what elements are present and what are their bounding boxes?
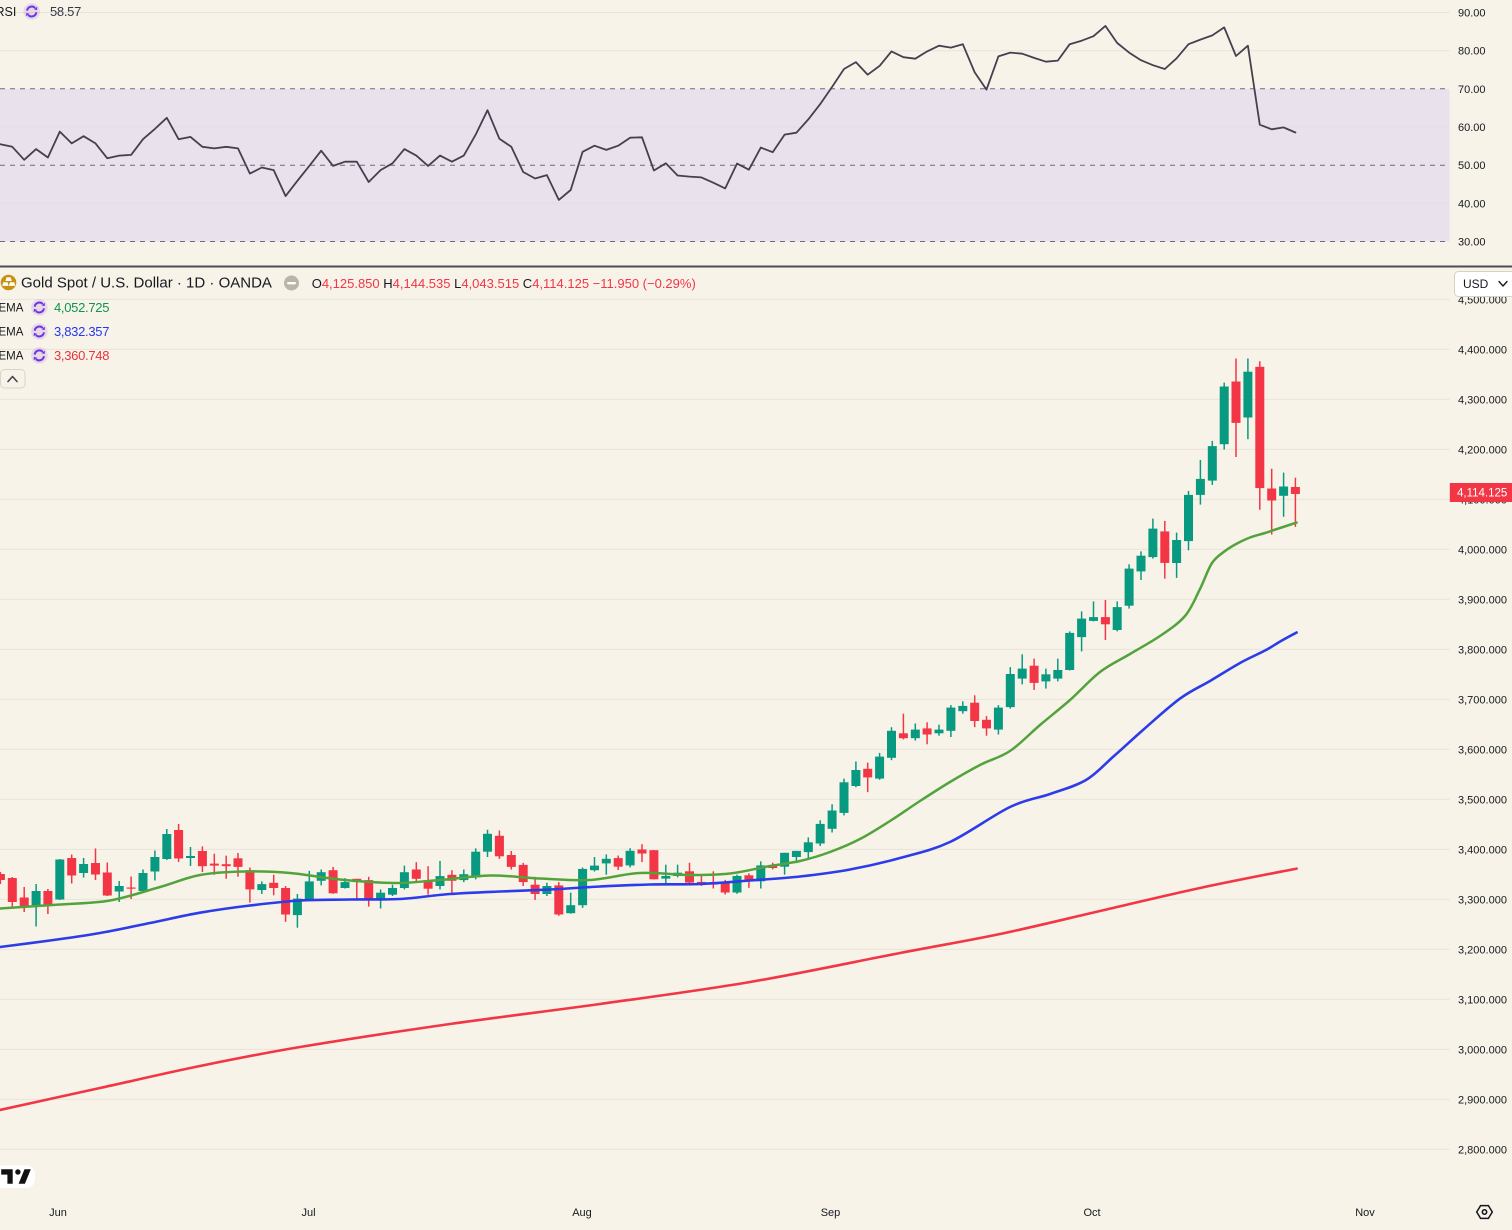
svg-text:4,200.000: 4,200.000 bbox=[1458, 444, 1507, 456]
svg-text:58.57: 58.57 bbox=[50, 4, 81, 19]
svg-text:Oct: Oct bbox=[1083, 1207, 1100, 1219]
svg-text:O4,125.850 H4,144.535 L4,043.5: O4,125.850 H4,144.535 L4,043.515 C4,114.… bbox=[312, 276, 696, 291]
svg-text:4,400.000: 4,400.000 bbox=[1458, 344, 1507, 356]
svg-text:2,900.000: 2,900.000 bbox=[1458, 1094, 1507, 1106]
svg-text:EMA: EMA bbox=[0, 303, 24, 315]
svg-text:Jun: Jun bbox=[49, 1207, 67, 1219]
svg-text:RSI: RSI bbox=[0, 5, 16, 19]
svg-text:Gold Spot / U.S. Dollar · 1D ·: Gold Spot / U.S. Dollar · 1D · OANDA bbox=[21, 275, 272, 292]
svg-text:Nov: Nov bbox=[1355, 1207, 1375, 1219]
svg-text:90.00: 90.00 bbox=[1458, 8, 1486, 20]
svg-text:Aug: Aug bbox=[572, 1207, 592, 1219]
svg-text:3,800.000: 3,800.000 bbox=[1458, 644, 1507, 656]
svg-text:3,600.000: 3,600.000 bbox=[1458, 744, 1507, 756]
svg-text:3,000.000: 3,000.000 bbox=[1458, 1044, 1507, 1056]
svg-text:50.00: 50.00 bbox=[1458, 160, 1486, 172]
svg-text:3,360.748: 3,360.748 bbox=[54, 348, 109, 363]
svg-text:40.00: 40.00 bbox=[1458, 198, 1486, 210]
svg-text:Sep: Sep bbox=[821, 1207, 841, 1219]
svg-text:EMA: EMA bbox=[0, 327, 24, 339]
svg-text:3,500.000: 3,500.000 bbox=[1458, 794, 1507, 806]
svg-text:3,400.000: 3,400.000 bbox=[1458, 844, 1507, 856]
svg-text:2,800.000: 2,800.000 bbox=[1458, 1144, 1507, 1156]
svg-text:Jul: Jul bbox=[301, 1207, 315, 1219]
svg-text:4,052.725: 4,052.725 bbox=[54, 300, 109, 315]
svg-text:3,900.000: 3,900.000 bbox=[1458, 594, 1507, 606]
svg-text:3,832.357: 3,832.357 bbox=[54, 324, 109, 339]
svg-text:USD: USD bbox=[1463, 277, 1489, 291]
svg-text:3,100.000: 3,100.000 bbox=[1458, 994, 1507, 1006]
svg-text:3,300.000: 3,300.000 bbox=[1458, 894, 1507, 906]
svg-text:30.00: 30.00 bbox=[1458, 237, 1486, 249]
svg-text:4,114.125: 4,114.125 bbox=[1457, 488, 1507, 500]
svg-text:60.00: 60.00 bbox=[1458, 122, 1486, 134]
svg-text:80.00: 80.00 bbox=[1458, 46, 1486, 58]
svg-text:3,700.000: 3,700.000 bbox=[1458, 694, 1507, 706]
svg-text:70.00: 70.00 bbox=[1458, 84, 1486, 96]
svg-text:3,200.000: 3,200.000 bbox=[1458, 944, 1507, 956]
svg-text:EMA: EMA bbox=[0, 350, 24, 362]
svg-text:4,300.000: 4,300.000 bbox=[1458, 394, 1507, 406]
svg-text:4,000.000: 4,000.000 bbox=[1458, 544, 1507, 556]
